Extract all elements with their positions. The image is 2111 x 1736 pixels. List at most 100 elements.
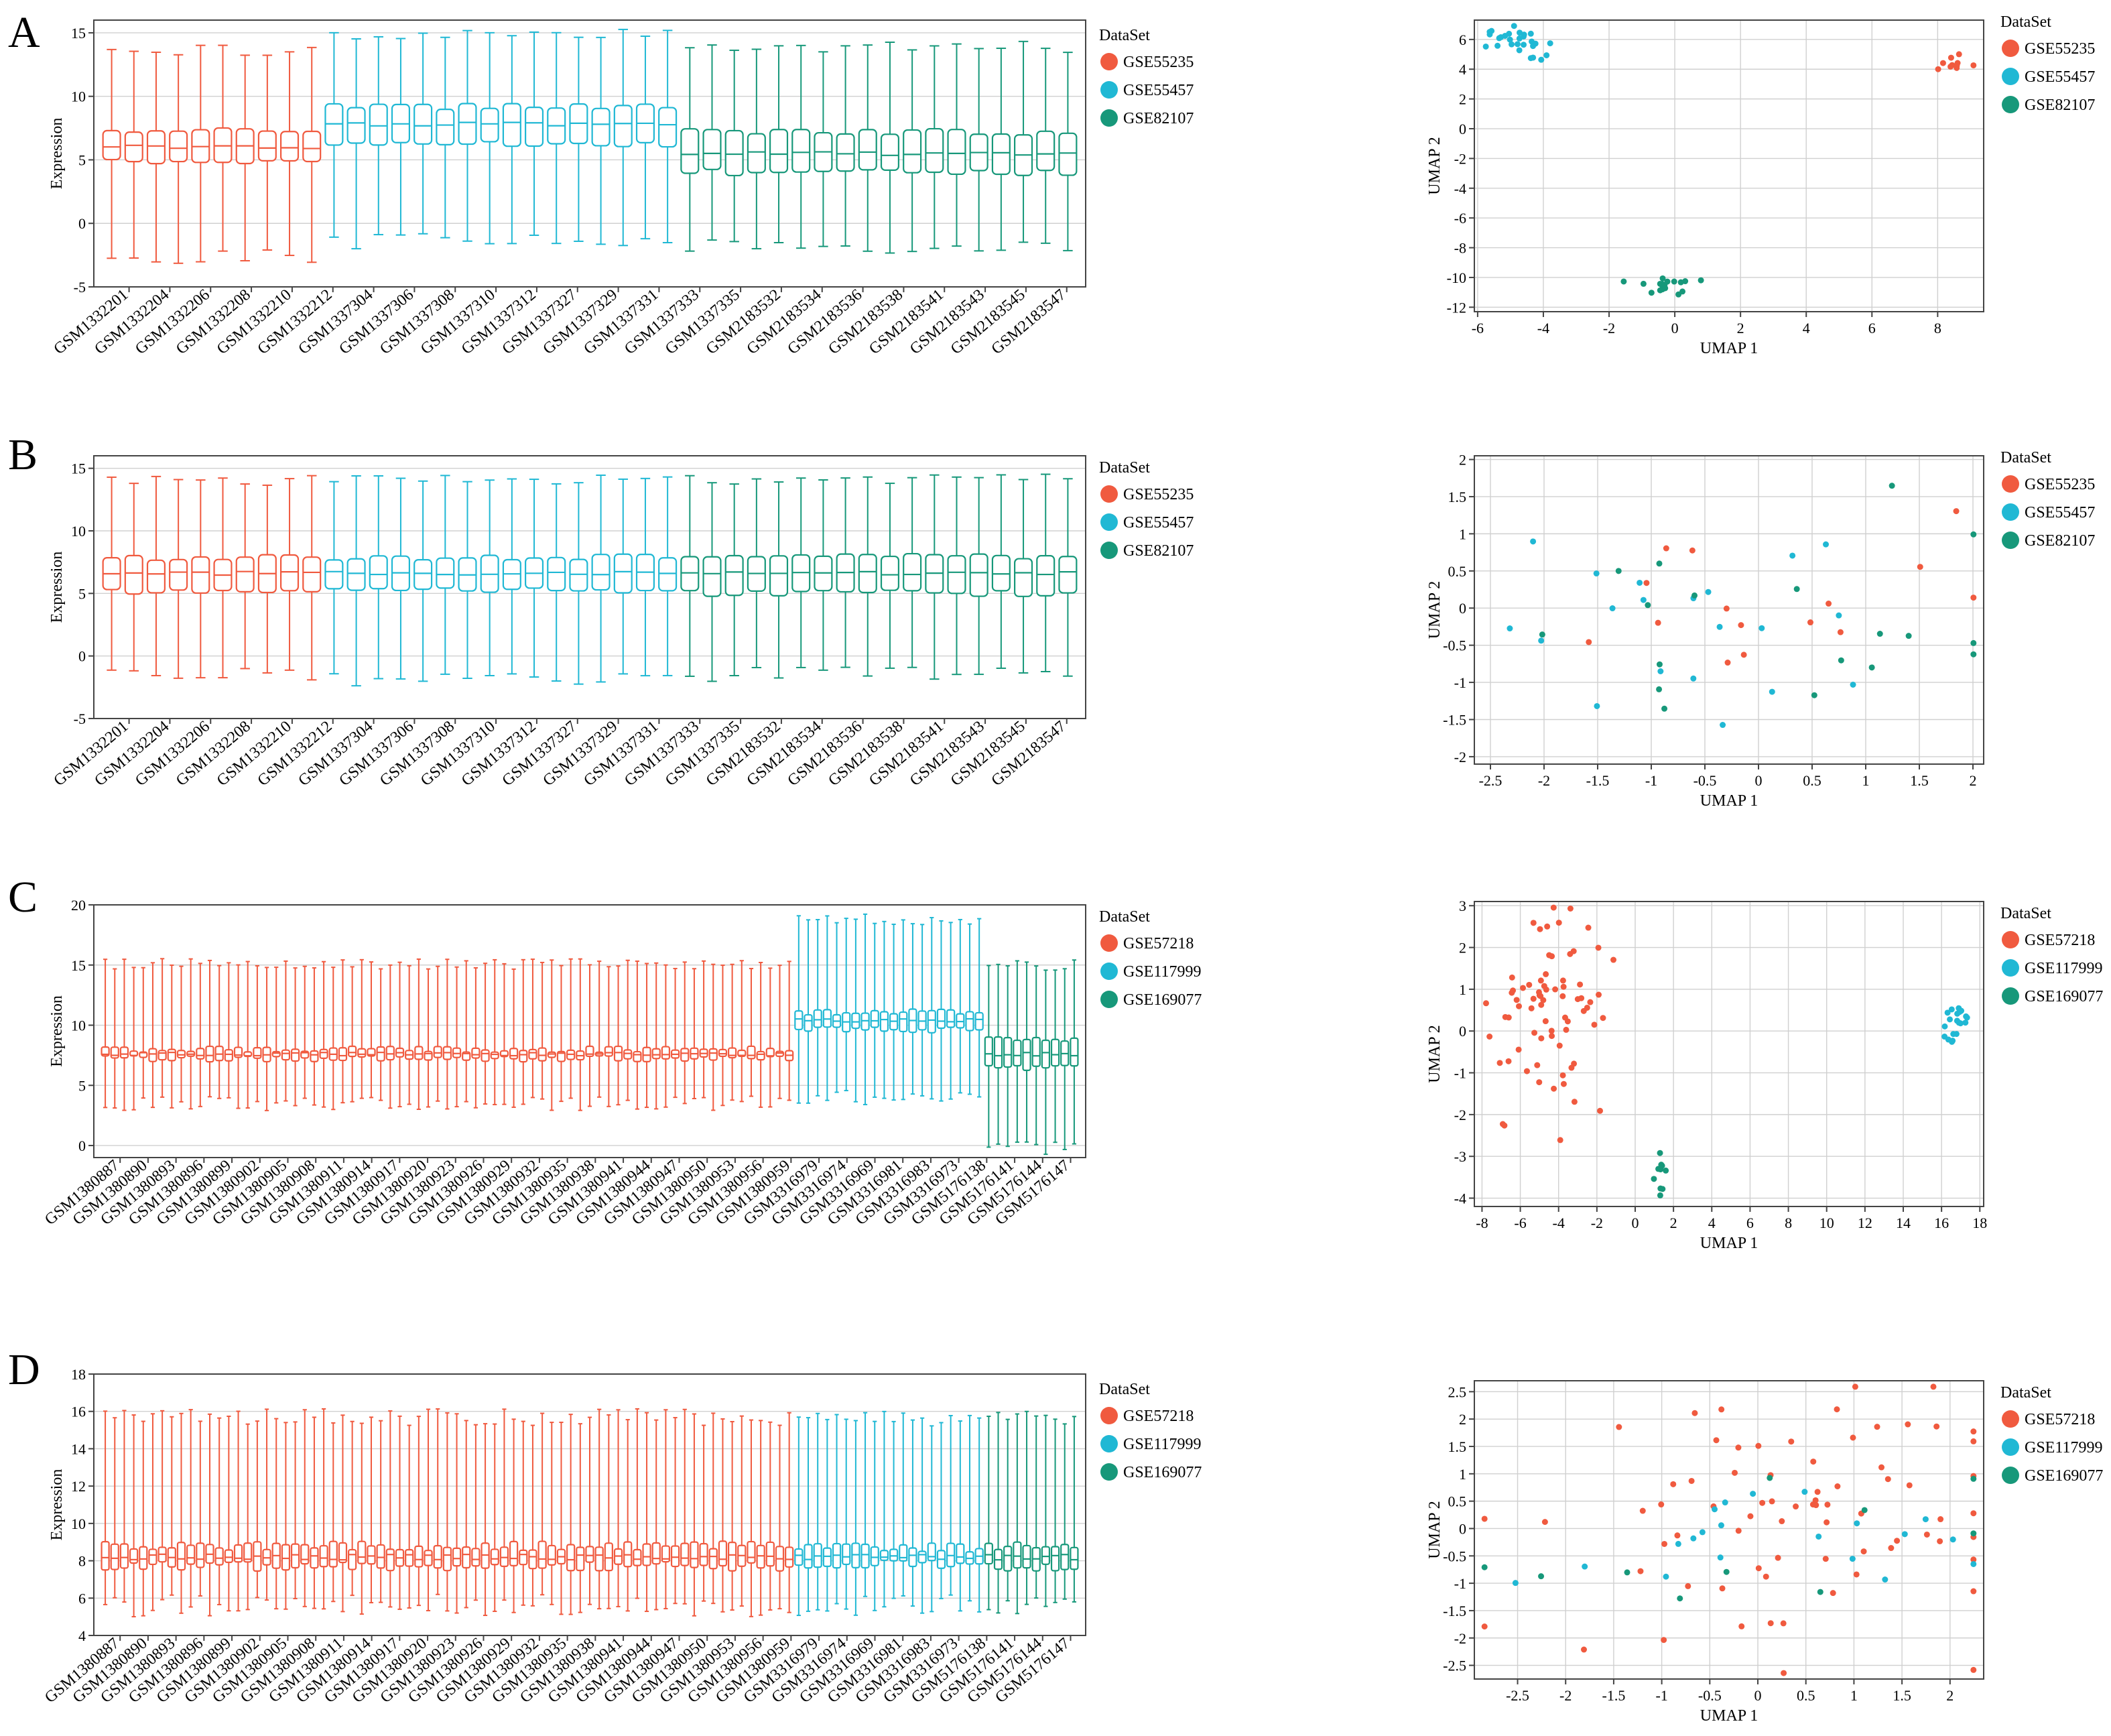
box-body bbox=[191, 556, 210, 594]
box-body bbox=[702, 556, 722, 597]
point-gse57218 bbox=[1735, 1528, 1742, 1534]
box-body bbox=[591, 107, 611, 147]
box-gse57218 bbox=[613, 1409, 623, 1607]
legend-marker-gse57218 bbox=[2002, 931, 2019, 948]
point-gse57218 bbox=[1930, 1383, 1937, 1390]
box-body bbox=[870, 1009, 879, 1028]
box-gse55457 bbox=[635, 477, 655, 677]
box-body bbox=[547, 556, 566, 592]
point-gse117999 bbox=[1750, 1491, 1756, 1497]
point-gse57218 bbox=[1538, 1001, 1545, 1008]
box-gse117999 bbox=[946, 1414, 956, 1596]
legend-label-gse82107: GSE82107 bbox=[1123, 542, 1194, 560]
y-tick-label: -1 bbox=[1454, 1065, 1466, 1082]
box-body bbox=[836, 133, 855, 172]
point-gse57218 bbox=[1550, 904, 1557, 911]
point-gse55457 bbox=[1823, 541, 1830, 548]
point-gse57218 bbox=[1581, 1646, 1588, 1653]
point-gse82107 bbox=[1811, 692, 1817, 698]
box-gse82107 bbox=[1036, 473, 1056, 672]
point-gse82107 bbox=[1838, 657, 1844, 664]
box-body bbox=[310, 1050, 319, 1062]
legend-marker-gse55457 bbox=[2002, 68, 2019, 85]
point-gse57218 bbox=[1860, 1548, 1867, 1555]
box-gse82107 bbox=[991, 48, 1011, 251]
box-body bbox=[813, 1009, 822, 1028]
box-body bbox=[842, 1543, 851, 1566]
y-axis-label: UMAP 2 bbox=[1426, 581, 1444, 639]
box-body bbox=[253, 1047, 262, 1059]
box-gse169077 bbox=[984, 965, 993, 1148]
box-body bbox=[414, 1046, 424, 1060]
y-tick-label: 10 bbox=[71, 523, 86, 540]
legend-marker-gse57218 bbox=[1100, 1407, 1118, 1424]
y-tick-label: -10 bbox=[1447, 269, 1466, 286]
box-gse57218 bbox=[101, 958, 110, 1109]
box-gse57218 bbox=[727, 1420, 737, 1611]
point-gse57218 bbox=[1884, 1476, 1891, 1483]
y-tick-label: 5 bbox=[78, 1077, 86, 1094]
box-gse57218 bbox=[690, 968, 699, 1099]
point-gse57218 bbox=[1793, 1503, 1799, 1510]
x-tick-label: -2 bbox=[1538, 772, 1550, 789]
x-tick-label: 0.5 bbox=[1803, 772, 1821, 789]
point-gse55457 bbox=[1516, 47, 1523, 54]
box-gse57218 bbox=[424, 968, 433, 1108]
y-tick-label: 1.5 bbox=[1448, 489, 1467, 505]
box-body bbox=[765, 1047, 775, 1058]
point-gse57218 bbox=[1763, 1573, 1769, 1580]
point-gse57218 bbox=[1810, 1459, 1817, 1465]
box-body bbox=[569, 558, 588, 592]
box-gse82107 bbox=[880, 42, 899, 254]
point-gse57218 bbox=[1526, 981, 1533, 988]
y-tick-label: -5 bbox=[74, 279, 86, 296]
box-body bbox=[1070, 1037, 1079, 1067]
point-gse57218 bbox=[1853, 1571, 1860, 1578]
y-tick-label: 0 bbox=[78, 215, 86, 232]
box-body bbox=[148, 1048, 157, 1062]
box-body bbox=[1050, 1038, 1060, 1067]
box-body bbox=[804, 1544, 813, 1569]
box-gse82107 bbox=[858, 476, 877, 677]
box-body bbox=[338, 1047, 348, 1062]
point-gse55235 bbox=[1740, 652, 1747, 658]
box-gse82107 bbox=[903, 49, 922, 253]
box-body bbox=[348, 1548, 357, 1570]
box-body bbox=[424, 1050, 433, 1061]
box-body bbox=[462, 1546, 471, 1569]
box-gse57218 bbox=[395, 961, 405, 1108]
box-body bbox=[319, 1545, 328, 1568]
box-gse55457 bbox=[613, 478, 633, 675]
box-gse169077 bbox=[1050, 1418, 1060, 1603]
point-gse57218 bbox=[1513, 997, 1520, 1003]
box-body bbox=[101, 1541, 110, 1571]
y-tick-label: -2.5 bbox=[1443, 1658, 1466, 1674]
x-tick-label: -8 bbox=[1476, 1215, 1488, 1231]
plot-frame bbox=[93, 1373, 1086, 1636]
point-gse57218 bbox=[1637, 1568, 1644, 1574]
box-gse55457 bbox=[658, 29, 678, 244]
legend-marker-gse57218 bbox=[2002, 1410, 2019, 1428]
y-tick-label: -5 bbox=[74, 710, 86, 727]
point-gse57218 bbox=[1536, 1079, 1543, 1086]
x-tick-label: 2 bbox=[1970, 772, 1977, 789]
box-gse57218 bbox=[785, 1412, 794, 1613]
x-tick-label: 1 bbox=[1850, 1687, 1858, 1704]
point-gse57218 bbox=[1834, 1483, 1841, 1489]
box-gse57218 bbox=[148, 1413, 157, 1611]
box-body bbox=[385, 1046, 395, 1061]
box-gse117999 bbox=[813, 1412, 822, 1611]
point-gse117999 bbox=[1801, 1489, 1808, 1495]
box-body bbox=[442, 1546, 452, 1572]
legend-label-gse82107: GSE82107 bbox=[2025, 532, 2095, 550]
legend-marker-gse117999 bbox=[1100, 963, 1118, 980]
box-gse82107 bbox=[836, 45, 855, 247]
box-gse57218 bbox=[310, 1416, 319, 1609]
box-gse57218 bbox=[196, 1420, 205, 1597]
point-gse55235 bbox=[1807, 619, 1813, 626]
legend-label-gse55235: GSE55235 bbox=[1123, 54, 1194, 71]
box-body bbox=[727, 1542, 737, 1572]
point-gse57218 bbox=[1574, 996, 1581, 1003]
y-tick-label: 5 bbox=[78, 585, 86, 602]
